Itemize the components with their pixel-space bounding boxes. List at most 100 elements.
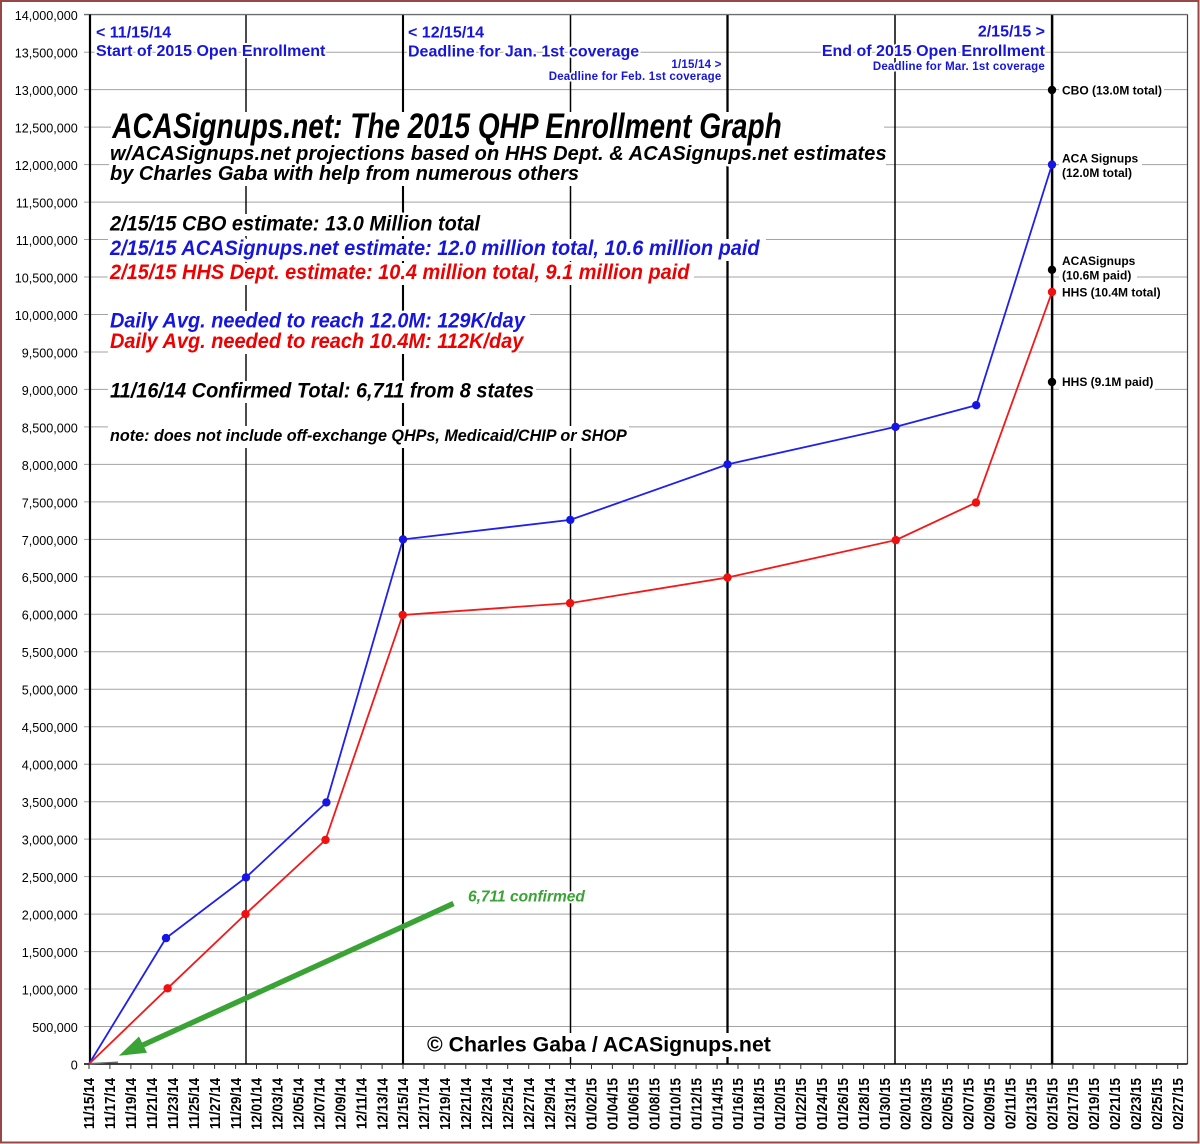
svg-text:Deadline for Jan. 1st coverage: Deadline for Jan. 1st coverage <box>408 44 639 61</box>
svg-text:11,000,000: 11,000,000 <box>16 234 78 248</box>
svg-text:9,500,000: 9,500,000 <box>22 346 78 360</box>
svg-text:Daily Avg. needed to reach 12.: Daily Avg. needed to reach 12.0M: 129K/d… <box>110 309 526 333</box>
svg-text:2/15/15 HHS Dept. estimate: 10: 2/15/15 HHS Dept. estimate: 10.4 million… <box>109 260 690 284</box>
svg-text:12/03/14: 12/03/14 <box>269 1078 286 1130</box>
svg-text:© Charles Gaba / ACASignups.ne: © Charles Gaba / ACASignups.net <box>427 1033 771 1057</box>
svg-text:ACA Signups: ACA Signups <box>1062 151 1139 165</box>
svg-text:5,000,000: 5,000,000 <box>22 684 78 698</box>
svg-text:11/17/14: 11/17/14 <box>102 1078 119 1129</box>
svg-text:02/15/15: 02/15/15 <box>1044 1078 1061 1130</box>
svg-text:12,500,000: 12,500,000 <box>15 122 78 136</box>
svg-text:6,500,000: 6,500,000 <box>22 571 78 585</box>
svg-text:11/23/14: 11/23/14 <box>164 1078 181 1129</box>
svg-text:01/06/15: 01/06/15 <box>625 1078 642 1130</box>
svg-text:ACASignups.net: The 2015 QHP E: ACASignups.net: The 2015 QHP Enrollment … <box>111 106 781 146</box>
svg-text:01/10/15: 01/10/15 <box>667 1078 684 1130</box>
svg-text:01/18/15: 01/18/15 <box>751 1078 768 1130</box>
svg-text:0: 0 <box>71 1058 78 1072</box>
svg-text:5,500,000: 5,500,000 <box>22 646 78 660</box>
svg-text:HHS (9.1M paid): HHS (9.1M paid) <box>1062 375 1153 389</box>
svg-text:w/ACASignups.net projections b: w/ACASignups.net projections based on HH… <box>110 143 887 165</box>
svg-text:6,711 confirmed: 6,711 confirmed <box>468 889 585 906</box>
svg-text:13,000,000: 13,000,000 <box>15 84 78 98</box>
svg-text:2,000,000: 2,000,000 <box>22 909 78 923</box>
svg-text:2,500,000: 2,500,000 <box>22 871 78 885</box>
svg-text:01/08/15: 01/08/15 <box>646 1078 663 1130</box>
svg-text:01/20/15: 01/20/15 <box>772 1078 789 1130</box>
svg-text:10,500,000: 10,500,000 <box>15 271 78 285</box>
svg-text:11/29/14: 11/29/14 <box>227 1078 244 1129</box>
svg-text:02/27/15: 02/27/15 <box>1169 1078 1186 1130</box>
svg-text:1,500,000: 1,500,000 <box>22 946 78 960</box>
svg-text:01/24/15: 01/24/15 <box>813 1078 830 1130</box>
svg-text:(10.6M paid): (10.6M paid) <box>1062 269 1131 283</box>
svg-text:11/19/14: 11/19/14 <box>123 1078 140 1129</box>
svg-text:500,000: 500,000 <box>32 1021 78 1035</box>
svg-text:7,000,000: 7,000,000 <box>22 534 78 548</box>
svg-text:7,500,000: 7,500,000 <box>22 496 78 510</box>
svg-text:12/27/14: 12/27/14 <box>520 1078 537 1130</box>
svg-text:11,500,000: 11,500,000 <box>16 197 78 211</box>
svg-text:12/13/14: 12/13/14 <box>374 1078 391 1130</box>
svg-text:11/25/14: 11/25/14 <box>185 1078 202 1129</box>
svg-text:Deadline for Mar. 1st coverage: Deadline for Mar. 1st coverage <box>873 61 1045 73</box>
svg-text:3,000,000: 3,000,000 <box>22 834 78 848</box>
svg-text:2/15/15 CBO estimate: 13.0 Mil: 2/15/15 CBO estimate: 13.0 Million total <box>109 212 481 236</box>
svg-text:12/15/14: 12/15/14 <box>395 1078 412 1130</box>
svg-text:01/28/15: 01/28/15 <box>855 1078 872 1130</box>
svg-text:02/03/15: 02/03/15 <box>918 1078 935 1130</box>
svg-text:1/15/14 >: 1/15/14 > <box>671 59 721 71</box>
svg-text:12/21/14: 12/21/14 <box>457 1078 474 1130</box>
svg-text:02/17/15: 02/17/15 <box>1065 1078 1082 1130</box>
svg-text:CBO (13.0M total): CBO (13.0M total) <box>1062 84 1162 98</box>
svg-text:02/09/15: 02/09/15 <box>981 1078 998 1130</box>
svg-text:< 12/15/14: < 12/15/14 <box>408 25 484 42</box>
svg-text:02/21/15: 02/21/15 <box>1107 1078 1124 1130</box>
svg-text:01/02/15: 01/02/15 <box>583 1078 600 1130</box>
svg-text:14,000,000: 14,000,000 <box>15 9 78 23</box>
svg-text:by Charles Gaba with help from: by Charles Gaba with help from numerous … <box>110 163 579 185</box>
svg-text:12/07/14: 12/07/14 <box>311 1078 328 1130</box>
svg-text:9,000,000: 9,000,000 <box>22 384 78 398</box>
svg-text:01/16/15: 01/16/15 <box>730 1078 747 1130</box>
svg-text:12/31/14: 12/31/14 <box>562 1078 579 1130</box>
svg-text:4,500,000: 4,500,000 <box>22 721 78 735</box>
svg-text:8,000,000: 8,000,000 <box>22 459 78 473</box>
svg-text:3,500,000: 3,500,000 <box>22 796 78 810</box>
svg-text:02/13/15: 02/13/15 <box>1023 1078 1040 1130</box>
svg-text:12/19/14: 12/19/14 <box>437 1078 454 1130</box>
svg-text:12/23/14: 12/23/14 <box>478 1078 495 1130</box>
svg-text:12,000,000: 12,000,000 <box>15 159 78 173</box>
svg-text:01/14/15: 01/14/15 <box>709 1078 726 1130</box>
svg-text:02/07/15: 02/07/15 <box>960 1078 977 1130</box>
svg-text:12/25/14: 12/25/14 <box>499 1078 516 1130</box>
svg-text:13,500,000: 13,500,000 <box>15 47 78 61</box>
svg-text:02/25/15: 02/25/15 <box>1148 1078 1165 1130</box>
svg-text:01/30/15: 01/30/15 <box>876 1078 893 1130</box>
svg-text:12/29/14: 12/29/14 <box>541 1078 558 1130</box>
svg-text:01/26/15: 01/26/15 <box>834 1078 851 1130</box>
svg-text:11/27/14: 11/27/14 <box>206 1078 223 1129</box>
svg-text:12/11/14: 12/11/14 <box>353 1078 370 1129</box>
svg-text:6,000,000: 6,000,000 <box>22 609 78 623</box>
svg-text:8,500,000: 8,500,000 <box>22 421 78 435</box>
svg-text:11/16/14 Confirmed Total: 6,71: 11/16/14 Confirmed Total: 6,711 from 8 s… <box>110 379 534 403</box>
svg-text:< 11/15/14: < 11/15/14 <box>96 25 171 42</box>
svg-text:02/01/15: 02/01/15 <box>897 1078 914 1130</box>
svg-text:ACASignups: ACASignups <box>1062 254 1136 268</box>
svg-text:02/19/15: 02/19/15 <box>1086 1078 1103 1130</box>
svg-text:2/15/15 ACASignups.net estimat: 2/15/15 ACASignups.net estimate: 12.0 mi… <box>109 237 760 261</box>
svg-text:(12.0M total): (12.0M total) <box>1062 166 1132 180</box>
svg-text:note: does not include off-exc: note: does not include off-exchange QHPs… <box>110 426 628 445</box>
svg-text:02/05/15: 02/05/15 <box>939 1078 956 1130</box>
svg-text:11/15/14: 11/15/14 <box>81 1078 98 1129</box>
svg-text:01/12/15: 01/12/15 <box>688 1078 705 1130</box>
svg-text:01/22/15: 01/22/15 <box>792 1078 809 1130</box>
svg-text:1,000,000: 1,000,000 <box>22 983 78 997</box>
svg-text:01/04/15: 01/04/15 <box>604 1078 621 1130</box>
svg-text:02/11/15: 02/11/15 <box>1002 1078 1019 1129</box>
svg-text:Deadline for Feb. 1st coverage: Deadline for Feb. 1st coverage <box>549 71 722 83</box>
svg-text:12/09/14: 12/09/14 <box>332 1078 349 1130</box>
svg-text:HHS (10.4M total): HHS (10.4M total) <box>1062 286 1161 300</box>
svg-text:End of 2015 Open Enrollment: End of 2015 Open Enrollment <box>822 43 1046 60</box>
